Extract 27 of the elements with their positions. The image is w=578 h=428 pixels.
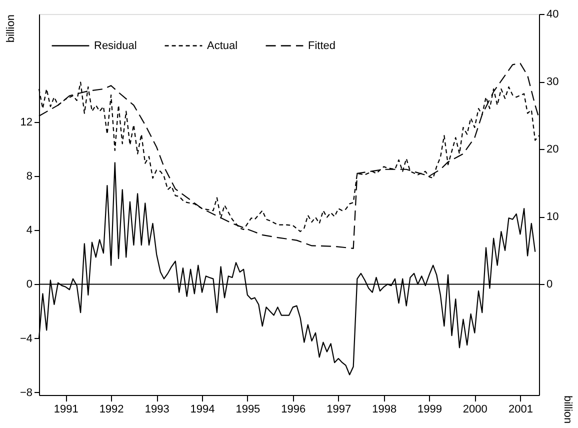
y-tick-label: 8 <box>26 170 32 183</box>
y-tick-label: 12 <box>20 116 32 129</box>
x-tick-label: 1998 <box>372 404 397 416</box>
x-tick-label: 1994 <box>190 404 215 416</box>
y-axis-title: billion <box>4 14 17 43</box>
legend-label: Residual <box>94 40 137 52</box>
y-tick-label: 4 <box>26 224 32 237</box>
y-tick-label: −8 <box>20 386 32 399</box>
y-tick-label: 0 <box>26 278 32 291</box>
y2-tick-label: 20 <box>546 144 559 156</box>
x-tick-label: 1991 <box>54 404 78 416</box>
y2-tick-label: 10 <box>546 211 559 224</box>
x-tick-label: 1996 <box>281 404 306 416</box>
y2-tick-label: 40 <box>546 8 559 20</box>
y-tick-label: −4 <box>20 332 32 345</box>
legend-label: Fitted <box>308 40 336 52</box>
y2-axis-title: billion <box>562 396 574 424</box>
x-tick-label: 1995 <box>236 404 260 416</box>
x-tick-label: 2001 <box>508 404 533 416</box>
y2-tick-label: 0 <box>546 278 553 291</box>
x-tick-label: 1997 <box>326 404 352 416</box>
x-tick-label: 1993 <box>144 404 170 416</box>
x-tick-label: 2000 <box>462 404 488 416</box>
y2-tick-label: 30 <box>546 76 559 88</box>
x-tick-label: 1992 <box>99 404 124 416</box>
legend-label: Actual <box>207 40 238 52</box>
x-tick-label: 1999 <box>418 404 442 416</box>
